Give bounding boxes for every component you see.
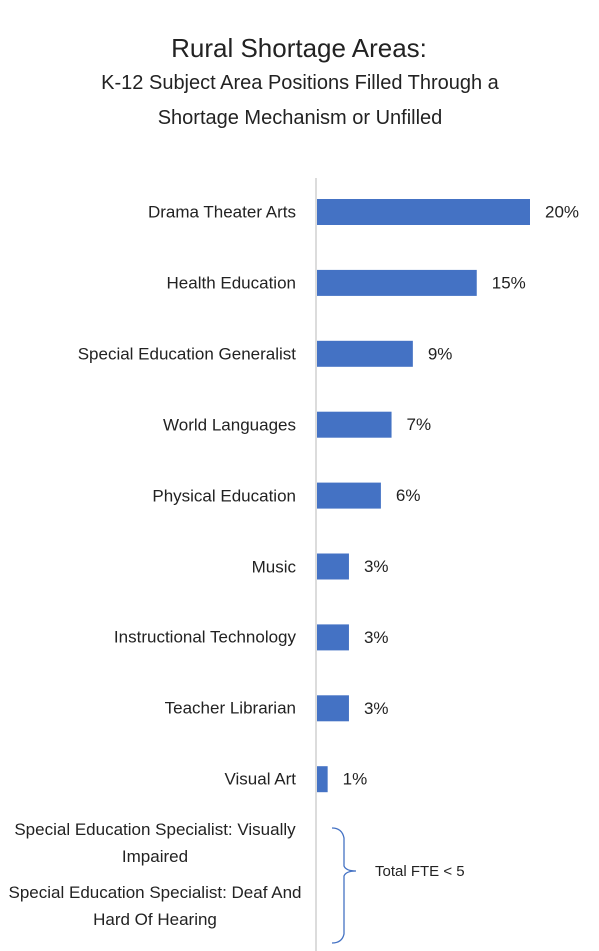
category-label: Drama Theater Arts xyxy=(147,202,296,222)
category-label: Physical Education xyxy=(152,486,296,506)
value-label: 6% xyxy=(396,486,421,505)
category-label: Music xyxy=(251,557,296,576)
bar xyxy=(317,624,349,651)
category-label: Teacher Librarian xyxy=(164,698,296,718)
category-label: Special Education Generalist xyxy=(77,344,296,364)
category-label: Visual Art xyxy=(224,769,296,789)
bar xyxy=(317,269,477,296)
category-label: Special Education Specialist: Deaf And H… xyxy=(8,883,302,929)
annotation: Total FTE < 5 xyxy=(375,863,465,880)
bar xyxy=(317,695,349,722)
value-label: 7% xyxy=(407,415,432,434)
chart-title: Rural Shortage Areas: xyxy=(171,33,427,63)
value-label: 9% xyxy=(428,344,453,363)
value-label: 1% xyxy=(343,770,368,789)
category-label: Health Education xyxy=(166,273,296,293)
value-label: 20% xyxy=(545,202,579,221)
bar xyxy=(317,482,381,509)
bar xyxy=(317,766,328,793)
value-label: 3% xyxy=(364,557,389,576)
value-label: 15% xyxy=(492,273,526,292)
bar xyxy=(317,411,392,438)
bar xyxy=(317,340,413,367)
brace xyxy=(331,827,357,944)
value-label: 3% xyxy=(364,699,389,718)
category-label: World Languages xyxy=(163,415,296,435)
category-label: Instructional Technology xyxy=(113,627,296,647)
subtitle-box: K-12 Subject Area Positions Filled Throu… xyxy=(101,72,499,129)
bar xyxy=(317,199,530,225)
category-label: Special Education Specialist: Visually I… xyxy=(14,820,296,866)
value-label: 3% xyxy=(364,628,389,647)
bar xyxy=(317,553,349,580)
chart-subtitle: K-12 Subject Area Positions Filled Throu… xyxy=(101,72,499,129)
